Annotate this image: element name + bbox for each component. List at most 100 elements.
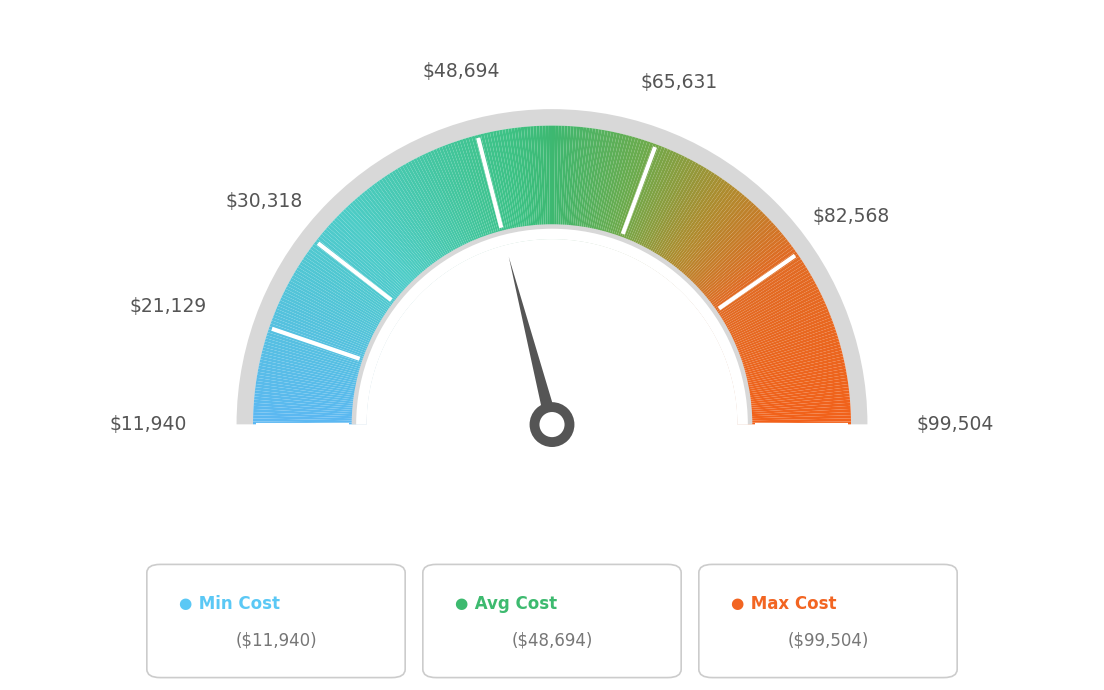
Wedge shape: [359, 194, 434, 283]
Wedge shape: [656, 177, 723, 273]
Wedge shape: [296, 267, 394, 328]
Wedge shape: [367, 239, 737, 424]
Wedge shape: [737, 409, 851, 417]
Wedge shape: [288, 281, 390, 337]
Wedge shape: [720, 297, 824, 347]
Wedge shape: [618, 146, 662, 253]
Wedge shape: [666, 188, 737, 279]
Wedge shape: [735, 378, 848, 397]
Wedge shape: [721, 303, 827, 351]
Wedge shape: [669, 193, 743, 282]
Wedge shape: [679, 206, 758, 290]
Wedge shape: [273, 315, 380, 358]
Wedge shape: [673, 198, 750, 286]
Wedge shape: [254, 400, 368, 411]
Wedge shape: [254, 403, 368, 413]
Circle shape: [530, 402, 574, 447]
Wedge shape: [450, 142, 491, 250]
Wedge shape: [354, 198, 431, 286]
Wedge shape: [364, 190, 437, 281]
Wedge shape: [609, 140, 647, 249]
Wedge shape: [337, 215, 420, 296]
Wedge shape: [537, 126, 544, 239]
Wedge shape: [737, 406, 850, 415]
Wedge shape: [530, 126, 540, 239]
Wedge shape: [646, 167, 707, 266]
Wedge shape: [302, 257, 399, 322]
Wedge shape: [254, 406, 367, 415]
Wedge shape: [649, 170, 712, 268]
Wedge shape: [330, 222, 415, 301]
Wedge shape: [577, 128, 596, 242]
Wedge shape: [629, 152, 679, 257]
Wedge shape: [588, 132, 614, 244]
Wedge shape: [733, 359, 845, 386]
Wedge shape: [436, 148, 482, 254]
Wedge shape: [729, 332, 837, 369]
Wedge shape: [312, 244, 404, 314]
Wedge shape: [726, 324, 835, 364]
Wedge shape: [255, 391, 368, 405]
Wedge shape: [718, 289, 820, 342]
Wedge shape: [259, 362, 371, 388]
Text: $48,694: $48,694: [422, 62, 500, 81]
Wedge shape: [665, 186, 735, 278]
Text: Min Cost: Min Cost: [193, 595, 280, 613]
Wedge shape: [724, 315, 831, 358]
Wedge shape: [369, 186, 439, 278]
Wedge shape: [562, 126, 571, 239]
Wedge shape: [580, 129, 598, 242]
Wedge shape: [736, 391, 849, 405]
Wedge shape: [265, 338, 374, 373]
Wedge shape: [431, 150, 478, 255]
Wedge shape: [379, 179, 446, 273]
Text: Max Cost: Max Cost: [745, 595, 837, 613]
Wedge shape: [731, 347, 841, 379]
Wedge shape: [352, 200, 429, 287]
Wedge shape: [307, 251, 401, 319]
Wedge shape: [490, 132, 516, 244]
Wedge shape: [480, 133, 510, 244]
Wedge shape: [736, 387, 849, 403]
Wedge shape: [558, 126, 564, 239]
Wedge shape: [457, 140, 495, 249]
Wedge shape: [554, 126, 559, 239]
Text: $21,129: $21,129: [129, 297, 206, 316]
Wedge shape: [620, 146, 665, 253]
Wedge shape: [693, 232, 783, 306]
Text: $30,318: $30,318: [225, 192, 302, 210]
Wedge shape: [416, 157, 469, 259]
Wedge shape: [684, 215, 767, 296]
Wedge shape: [389, 172, 453, 269]
Wedge shape: [253, 409, 367, 417]
Wedge shape: [267, 332, 375, 369]
Circle shape: [540, 412, 564, 437]
Wedge shape: [384, 175, 449, 271]
Wedge shape: [276, 306, 382, 353]
Wedge shape: [732, 351, 842, 380]
Wedge shape: [275, 308, 381, 355]
Wedge shape: [376, 181, 445, 275]
Wedge shape: [549, 126, 552, 239]
Wedge shape: [236, 109, 868, 424]
Wedge shape: [630, 154, 682, 257]
Wedge shape: [257, 375, 369, 395]
Wedge shape: [692, 229, 781, 305]
Wedge shape: [730, 338, 839, 373]
Wedge shape: [721, 300, 825, 349]
Wedge shape: [736, 400, 850, 411]
Wedge shape: [736, 397, 850, 409]
Wedge shape: [293, 273, 392, 332]
Wedge shape: [570, 127, 583, 240]
Wedge shape: [475, 135, 506, 246]
Text: ●: ●: [178, 596, 191, 611]
Wedge shape: [283, 292, 386, 344]
Wedge shape: [703, 251, 797, 319]
Wedge shape: [422, 154, 474, 257]
Wedge shape: [736, 403, 850, 413]
Wedge shape: [357, 196, 433, 284]
Wedge shape: [511, 128, 529, 241]
Wedge shape: [718, 292, 821, 344]
Wedge shape: [670, 194, 745, 283]
Wedge shape: [308, 249, 402, 317]
